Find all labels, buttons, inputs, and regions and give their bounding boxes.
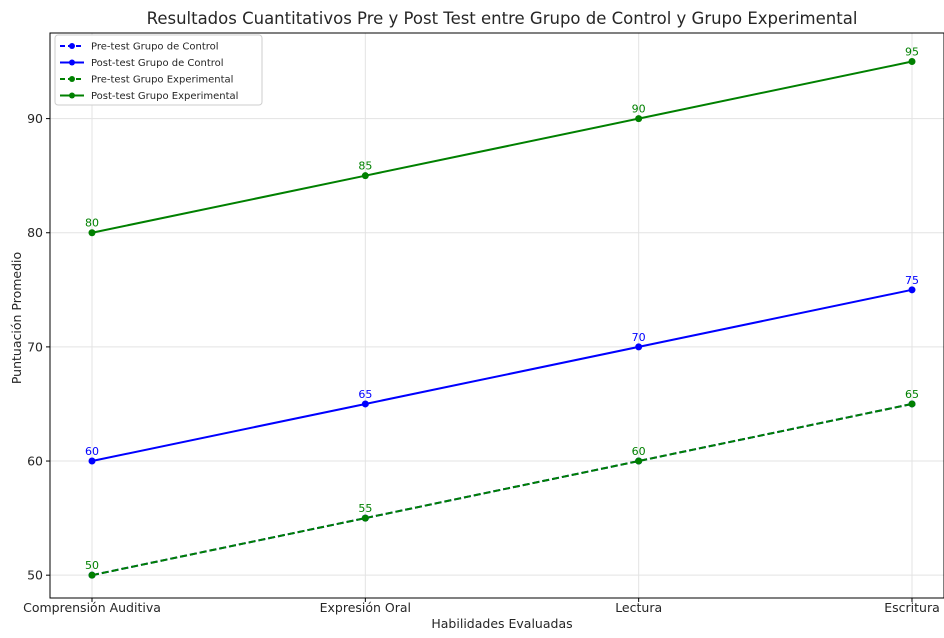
chart-title: Resultados Cuantitativos Pre y Post Test…: [147, 9, 858, 28]
data-point: [908, 400, 916, 408]
x-tick-label: Escritura: [884, 600, 940, 615]
x-axis-label: Habilidades Evaluadas: [431, 616, 572, 631]
data-label: 60: [85, 445, 99, 458]
data-point: [361, 514, 369, 522]
grid-lines: [50, 33, 944, 598]
legend-label: Pre-test Grupo Experimental: [91, 75, 233, 86]
axes: Comprensión Auditiva Expresión Oral Lectur…: [23, 111, 940, 615]
data-label: 85: [358, 160, 372, 173]
plot-frame: [49, 32, 944, 599]
data-point: [635, 115, 643, 123]
legend-marker: [69, 76, 75, 82]
legend-box: [54, 34, 263, 106]
data-label: 50: [85, 559, 99, 572]
y-tick-label: 50: [27, 568, 43, 583]
data-label: 65: [905, 388, 919, 401]
data-label: 65: [358, 388, 372, 401]
legend-label: Post-test Grupo de Control: [91, 58, 224, 69]
data-point: [88, 571, 96, 579]
data-point: [908, 286, 916, 294]
data-point: [635, 457, 643, 465]
y-tick-label: 90: [27, 111, 43, 126]
data-point: [635, 343, 643, 351]
data-label: 75: [905, 274, 919, 287]
data-label: 55: [358, 502, 372, 515]
series-line: [91, 60, 913, 234]
legend-marker: [69, 43, 75, 49]
y-tick-label: 80: [27, 225, 43, 240]
legend-marker: [69, 92, 75, 99]
data-label: 80: [85, 217, 99, 230]
data-label: 90: [632, 103, 646, 116]
legend-label: Post-test Grupo Experimental: [91, 91, 238, 102]
series-line: [91, 288, 913, 463]
series-layer: [88, 58, 916, 579]
legend-marker: [69, 59, 75, 66]
y-axis-label: Puntuación Promedio: [9, 252, 24, 384]
legend: Pre-test Grupo de Control Post-test Grupo…: [54, 34, 263, 106]
data-label: 70: [632, 331, 646, 344]
data-label: 60: [632, 445, 646, 458]
data-point: [361, 400, 369, 408]
y-tick-label: 70: [27, 339, 43, 354]
data-point: [88, 457, 96, 465]
x-tick-label: Lectura: [615, 600, 662, 615]
y-tick-label: 60: [27, 454, 43, 469]
data-label: 95: [905, 46, 919, 59]
data-point: [908, 58, 916, 66]
x-tick-label: Comprensión Auditiva: [23, 600, 161, 615]
data-labels: 60 65 70 75 50 55 60 65 80 85 90 95: [85, 46, 919, 573]
legend-label: Pre-test Grupo de Control: [91, 42, 219, 53]
data-point: [88, 229, 96, 237]
x-tick-label: Expresión Oral: [320, 600, 411, 615]
data-point: [361, 172, 369, 180]
